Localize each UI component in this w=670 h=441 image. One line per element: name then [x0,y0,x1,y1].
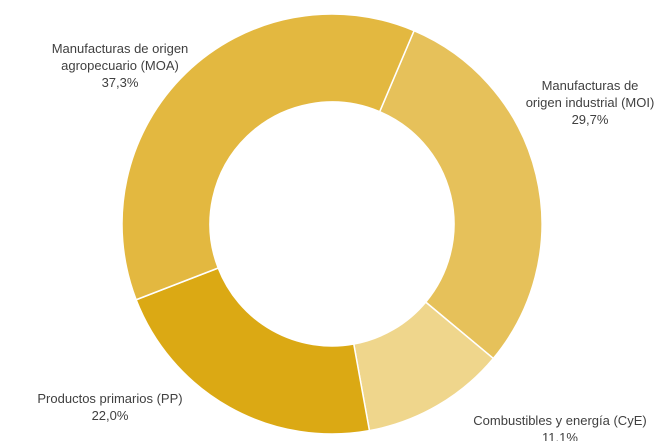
slice-label: Combustibles y energía (CyE) 11,1% [440,412,670,441]
donut-slice [378,29,543,360]
slice-label: Manufacturas de origen industrial (MOI) 2… [522,77,658,128]
donut-slice [121,13,416,301]
value-label: 22,0% [91,408,129,423]
value-label: 37,3% [101,75,139,90]
category-label: Combustibles y energía (CyE) [473,413,647,428]
category-label: Manufacturas de origen agropecuario (MOA… [51,41,189,73]
donut-slice [135,267,371,435]
slice-label: Manufacturas de origen agropecuario (MOA… [40,40,200,91]
slice-label: Productos primarios (PP) 22,0% [20,390,200,424]
value-label: 11,1% [542,430,578,441]
category-label: Productos primarios (PP) [37,391,183,406]
category-label: Manufacturas de origen industrial (MOI) [525,78,655,110]
value-label: 29,7% [571,112,609,127]
